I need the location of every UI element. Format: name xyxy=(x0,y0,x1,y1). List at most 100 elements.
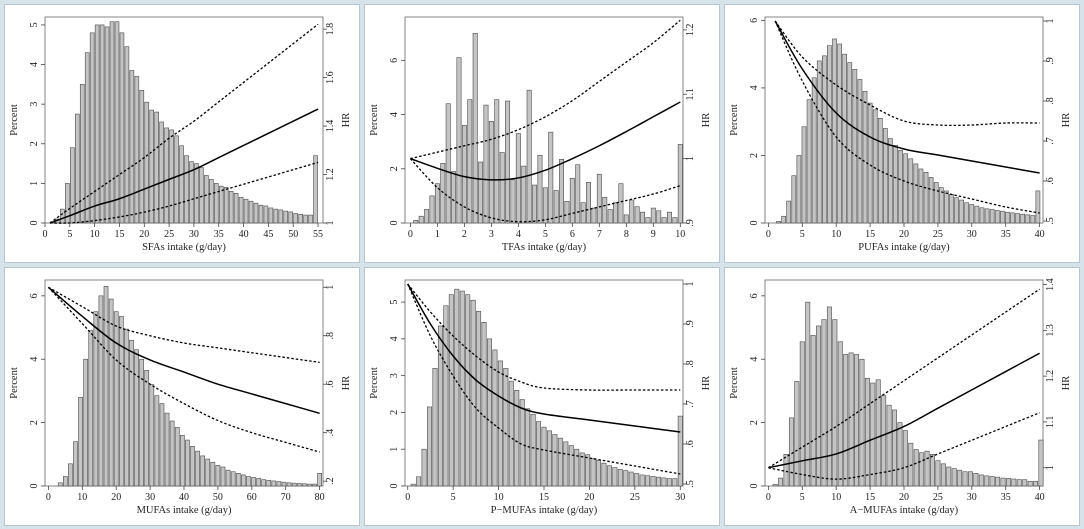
histogram-bar xyxy=(215,465,221,487)
histogram-bar xyxy=(308,214,313,224)
histogram-bar xyxy=(144,101,150,224)
histogram-bar xyxy=(903,153,909,224)
x-tick-label: 0 xyxy=(766,492,771,503)
histogram-bar xyxy=(661,217,667,224)
histogram-bar xyxy=(962,471,968,487)
y-tick-label: 1 xyxy=(389,447,400,452)
x-tick-label: 10 xyxy=(675,229,685,240)
histogram-bar xyxy=(440,163,446,224)
histogram-bar xyxy=(213,183,219,224)
y-tick-label: 0 xyxy=(749,221,760,226)
histogram-bar xyxy=(189,161,194,224)
histogram-bar xyxy=(973,473,979,487)
histogram-bar xyxy=(271,480,277,487)
y-tick-label: 0 xyxy=(749,484,760,489)
histogram-bar xyxy=(946,466,952,487)
hr-estimate-line xyxy=(49,108,319,224)
y-axis-title: Percent xyxy=(9,104,20,136)
histogram-bar xyxy=(510,179,516,224)
histogram-bar xyxy=(104,26,110,224)
y-tick-label: 3 xyxy=(389,373,400,378)
panel-tfa: 0 1 2 3 4 5 6 7 8 9 10 TFAs intake (g/day) 0 2 4 6 Perce… xyxy=(364,4,720,263)
histogram-bar xyxy=(205,458,211,487)
x-tick-label: 7 xyxy=(597,229,602,240)
y2-axis-title: HR xyxy=(341,113,352,128)
panel-mufa: 0 10 20 30 40 50 60 70 80 MUFAs intake (g/day) 0 2 4… xyxy=(4,267,360,526)
histogram-bar xyxy=(791,175,797,224)
histogram-bar xyxy=(233,192,239,224)
histogram-bar xyxy=(94,24,100,224)
histogram-bar xyxy=(852,69,858,224)
histogram-bar xyxy=(954,197,959,224)
x-axis-title: P−MUFAs intake (g/day) xyxy=(491,505,598,516)
histogram-bar xyxy=(568,445,574,487)
histogram-bar xyxy=(492,349,498,487)
chart-pufa: 0 5 10 15 20 25 30 35 40 PUFAs intake (g/day) 0 2 4 6… xyxy=(729,16,1072,253)
histogram-bar xyxy=(313,155,318,224)
histogram-bar xyxy=(645,217,651,224)
histogram-bar xyxy=(78,396,83,487)
histogram-bar xyxy=(179,145,184,224)
y-axis-title: Percent xyxy=(729,367,740,399)
x-tick-label: 20 xyxy=(111,492,121,503)
histogram-bar xyxy=(481,321,487,487)
histogram-bar xyxy=(530,413,536,487)
histogram-bar xyxy=(79,84,85,224)
y-axis-left: 0 2 4 6 xyxy=(389,58,405,226)
x-tick-label: 15 xyxy=(865,492,875,503)
x-axis: 0 1 2 3 4 5 6 7 8 9 10 xyxy=(408,223,685,240)
histogram-bar xyxy=(822,55,827,224)
y2-tick-label: .5 xyxy=(1045,217,1056,225)
histogram-bar xyxy=(672,217,678,224)
histogram-bar xyxy=(508,380,514,487)
histogram-bar xyxy=(312,483,317,487)
y2-tick-label: .8 xyxy=(325,332,336,340)
x-tick-label: 15 xyxy=(865,229,875,240)
histogram-bar xyxy=(811,77,817,224)
y2-tick-label: 1.4 xyxy=(325,120,336,133)
histogram-bar xyxy=(575,164,581,224)
x-axis-title: A−MUFAs intake (g/day) xyxy=(850,505,959,516)
y-tick-label: 3 xyxy=(29,102,40,107)
histogram-bar xyxy=(893,145,898,224)
histogram-bar xyxy=(84,52,90,224)
histogram-bar xyxy=(786,200,792,224)
histogram-bar xyxy=(129,70,135,224)
panel-p-mufa: 0 5 10 15 20 25 30 P−MUFAs intake (g/day) 0 1 2 3 4 5… xyxy=(364,267,720,526)
histogram-bar xyxy=(639,474,645,487)
histogram-bar xyxy=(526,89,532,224)
histogram-bar xyxy=(854,354,860,487)
histogram-bar xyxy=(601,462,607,487)
histogram-bar xyxy=(230,471,236,487)
histogram-bar xyxy=(826,306,832,487)
histogram-bar xyxy=(103,286,109,487)
histogram-bar xyxy=(591,207,597,224)
y-tick-label: 0 xyxy=(389,221,400,226)
histogram-bar xyxy=(302,483,307,487)
histogram-bar xyxy=(456,57,462,224)
x-axis-title: SFAs intake (g/day) xyxy=(142,242,226,253)
histogram-bar xyxy=(984,208,990,224)
histogram-bar xyxy=(1016,479,1022,487)
histogram-bar xyxy=(913,449,919,487)
y2-tick-label: .5 xyxy=(685,480,696,488)
histogram-bar xyxy=(1033,480,1039,487)
y-axis-right: .5 .6 .7 .8 .9 1 xyxy=(1043,19,1056,225)
x-tick-label: 30 xyxy=(675,492,685,503)
histogram-bar xyxy=(174,135,179,224)
histogram-bar xyxy=(585,454,591,487)
y-axis-left: 0 1 2 3 4 5 xyxy=(389,300,405,489)
histogram-bar xyxy=(169,129,174,224)
histogram-bar xyxy=(443,305,449,487)
y-tick-label: 4 xyxy=(389,336,400,341)
histogram-bars xyxy=(776,38,1041,224)
y-axis-left: 0 2 4 6 xyxy=(749,293,765,489)
histogram-bar xyxy=(623,214,629,224)
hr-upper-ci-line xyxy=(48,286,320,364)
y-axis-left: 0 2 4 6 xyxy=(749,18,765,226)
histogram-bar xyxy=(580,202,586,224)
histogram-bar xyxy=(974,205,980,224)
histogram-bar xyxy=(902,430,908,487)
hr-upper-ci-line xyxy=(407,283,681,391)
